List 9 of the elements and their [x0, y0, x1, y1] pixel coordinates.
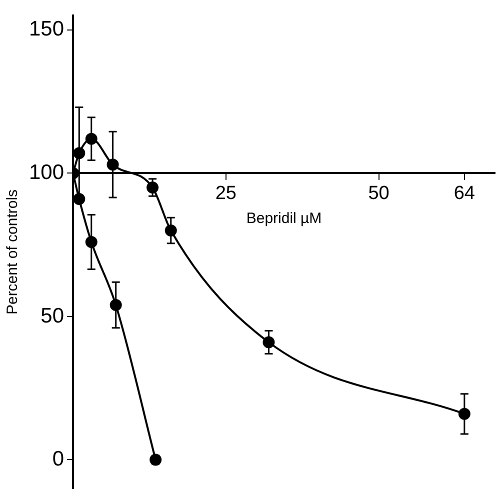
y-tick-label: 150 [28, 18, 64, 41]
x-tick-label: 25 [215, 182, 236, 204]
y-tick-label: 50 [40, 304, 64, 328]
x-tick-label: 64 [454, 182, 476, 204]
x-tick-label: 50 [368, 182, 390, 204]
y-axis-title: Percent of controls [4, 189, 22, 315]
x-axis-title: Bepridil µM [246, 210, 322, 228]
y-tick-label: 100 [28, 160, 64, 184]
y-tick-label: 0 [52, 448, 64, 471]
